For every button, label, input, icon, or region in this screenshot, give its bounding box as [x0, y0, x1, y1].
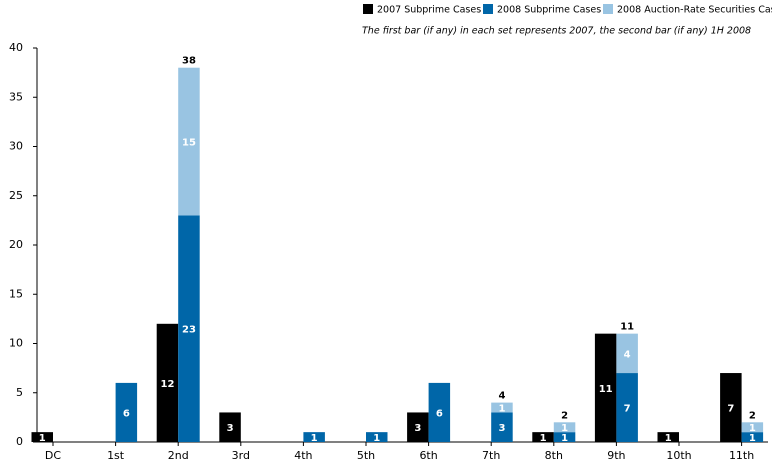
bar — [178, 67, 200, 216]
bar — [594, 333, 617, 442]
bar — [178, 215, 200, 442]
bar-label: 6 — [436, 408, 443, 419]
total-label: 2 — [561, 410, 568, 421]
y-tick-label: 0 — [16, 435, 23, 448]
x-tick-label: 5th — [357, 449, 375, 462]
y-tick-label: 40 — [9, 41, 23, 54]
x-tick-label: DC — [45, 449, 61, 462]
bar-label: 1 — [561, 423, 568, 434]
bar — [31, 432, 53, 442]
y-tick-label: 10 — [9, 337, 23, 350]
x-tick-label: 10th — [666, 449, 691, 462]
bar-label: 1 — [540, 433, 547, 444]
legend-label: 2008 Auction-Rate Securities Cases — [617, 5, 772, 16]
x-tick-label: 3rd — [232, 449, 250, 462]
bar — [657, 432, 679, 442]
legend-swatch — [363, 4, 373, 14]
bar — [720, 373, 742, 442]
bar — [616, 333, 638, 374]
y-tick-label: 20 — [9, 238, 23, 251]
y-tick-label: 15 — [9, 287, 23, 300]
total-label: 2 — [749, 410, 756, 421]
bar-label: 1 — [749, 433, 756, 444]
bar-label: 1 — [561, 433, 568, 444]
x-tick-label: 7th — [482, 449, 500, 462]
total-label: 38 — [182, 56, 196, 67]
y-tick-label: 35 — [9, 90, 23, 103]
bar-label: 3 — [227, 423, 234, 434]
y-tick-label: 5 — [16, 386, 23, 399]
legend-label: 2008 Subprime Cases — [497, 5, 601, 16]
y-tick-label: 30 — [9, 140, 23, 153]
bar-label: 6 — [123, 408, 130, 419]
bar — [532, 432, 554, 442]
x-tick-label: 11th — [729, 449, 754, 462]
chart-subtitle: The first bar (if any) in each set repre… — [362, 26, 751, 37]
bar-label: 1 — [39, 433, 46, 444]
bar-label: 1 — [665, 433, 672, 444]
bar-label: 7 — [727, 404, 734, 415]
bar — [219, 412, 241, 442]
x-tick-label: 4th — [294, 449, 312, 462]
total-label: 4 — [498, 391, 505, 402]
y-tick-label: 25 — [9, 189, 23, 202]
bar-label: 11 — [599, 384, 613, 395]
bar — [366, 432, 388, 442]
bar — [741, 432, 764, 442]
bar-label: 12 — [160, 379, 174, 390]
bar-label: 4 — [624, 349, 631, 360]
bar — [491, 412, 513, 442]
bar-label: 3 — [414, 423, 421, 434]
bar — [553, 432, 576, 442]
bar-label: 3 — [498, 423, 505, 434]
bar — [553, 422, 576, 433]
bar-label: 15 — [182, 138, 196, 149]
bar-label: 1 — [498, 404, 505, 415]
bar-label: 7 — [624, 404, 631, 415]
bar — [428, 382, 451, 442]
legend-swatch — [483, 4, 493, 14]
x-tick-label: 2nd — [168, 449, 189, 462]
bar — [407, 412, 429, 442]
bar — [616, 373, 638, 442]
bar-label: 23 — [182, 325, 196, 336]
x-tick-label: 8th — [545, 449, 563, 462]
x-tick-label: 9th — [607, 449, 625, 462]
bar-label: 1 — [749, 423, 756, 434]
legend-swatch — [603, 4, 613, 14]
total-label: 11 — [620, 322, 634, 333]
bar-label: 1 — [311, 433, 318, 444]
legend-label: 2007 Subprime Cases — [377, 5, 481, 16]
bar — [303, 432, 325, 442]
bar — [741, 422, 764, 433]
x-tick-label: 6th — [419, 449, 437, 462]
bar-label: 1 — [373, 433, 380, 444]
bar — [491, 402, 513, 413]
bar — [156, 323, 179, 442]
bar — [115, 382, 138, 442]
x-tick-label: 1st — [107, 449, 125, 462]
